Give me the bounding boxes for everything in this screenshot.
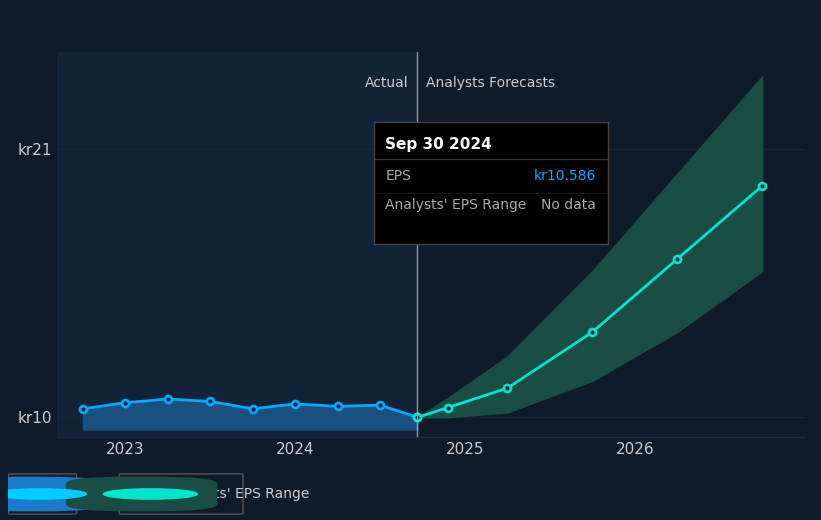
- Text: EPS: EPS: [385, 168, 411, 183]
- Circle shape: [103, 489, 197, 499]
- FancyBboxPatch shape: [0, 477, 107, 511]
- Text: Analysts' EPS Range: Analysts' EPS Range: [385, 198, 526, 212]
- Text: No data: No data: [541, 198, 596, 212]
- Text: Actual: Actual: [365, 76, 409, 90]
- Bar: [57, 52, 417, 437]
- Text: Analysts' EPS Range: Analysts' EPS Range: [168, 487, 310, 501]
- Text: EPS: EPS: [55, 487, 81, 501]
- Text: Sep 30 2024: Sep 30 2024: [385, 137, 492, 152]
- Circle shape: [0, 489, 86, 499]
- Text: kr10.586: kr10.586: [534, 168, 596, 183]
- Text: Analysts Forecasts: Analysts Forecasts: [426, 76, 555, 90]
- FancyBboxPatch shape: [66, 477, 218, 511]
